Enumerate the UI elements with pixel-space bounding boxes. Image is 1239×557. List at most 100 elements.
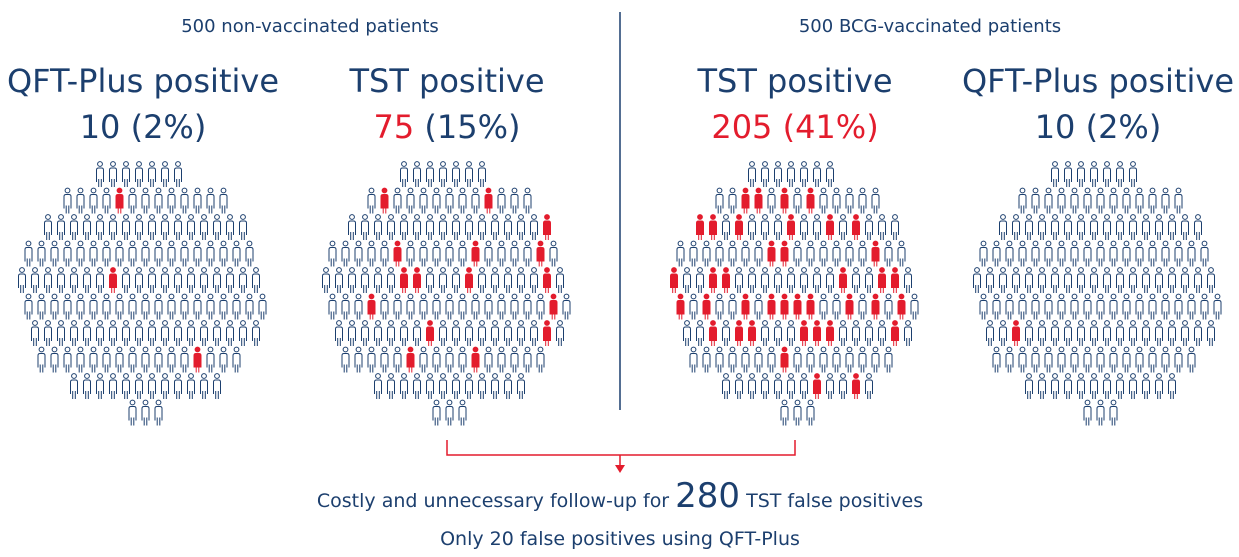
body	[348, 326, 356, 346]
person-icon	[1090, 267, 1098, 293]
body	[406, 194, 415, 214]
body	[393, 353, 402, 373]
person-icon	[367, 187, 376, 214]
person-icon	[1057, 187, 1066, 214]
head	[342, 346, 349, 353]
head	[1071, 293, 1078, 300]
head	[703, 346, 710, 353]
body	[148, 379, 156, 399]
person-icon	[702, 240, 711, 267]
head	[1123, 187, 1130, 194]
person-icon	[187, 267, 195, 293]
head	[207, 187, 214, 194]
person-icon	[180, 293, 189, 320]
person-icon	[148, 161, 156, 187]
person-icon	[735, 320, 743, 346]
head	[440, 373, 446, 379]
person-icon	[1148, 346, 1157, 373]
body	[96, 326, 104, 346]
person-icon	[1194, 320, 1202, 346]
body	[497, 247, 506, 267]
person-icon	[1161, 293, 1170, 320]
person-icon	[354, 346, 363, 373]
body	[1090, 379, 1098, 399]
head	[1110, 187, 1117, 194]
person-icon	[50, 346, 59, 373]
head	[1104, 320, 1110, 326]
body	[813, 379, 821, 399]
body	[871, 194, 880, 214]
body	[787, 273, 795, 293]
group-header: 500 BCG-vaccinated patients	[799, 16, 1061, 37]
person-icon	[543, 320, 551, 346]
body	[556, 326, 564, 346]
head	[1130, 373, 1136, 379]
person-icon	[154, 346, 163, 373]
person-icon	[884, 293, 893, 320]
person-icon	[387, 373, 395, 399]
person-icon	[1194, 214, 1202, 240]
body	[767, 247, 776, 267]
body	[1012, 326, 1020, 346]
person-icon	[141, 293, 150, 320]
head	[755, 240, 762, 247]
person-icon	[400, 267, 408, 293]
body	[1129, 379, 1137, 399]
person-icon	[1077, 320, 1085, 346]
head	[214, 214, 220, 220]
person-icon	[213, 267, 221, 293]
head	[149, 373, 155, 379]
head	[820, 187, 827, 194]
body	[709, 273, 717, 293]
body	[793, 406, 802, 426]
body	[696, 220, 704, 240]
body	[219, 300, 228, 320]
head	[980, 293, 987, 300]
head	[175, 320, 181, 326]
person-icon	[335, 267, 343, 293]
body	[696, 273, 704, 293]
person-icon	[865, 214, 873, 240]
head	[781, 187, 788, 194]
head	[872, 346, 879, 353]
person-icon	[135, 214, 143, 240]
body	[1142, 220, 1150, 240]
body	[715, 247, 724, 267]
person-icon	[1070, 187, 1079, 214]
person-icon	[174, 214, 182, 240]
body	[141, 353, 150, 373]
person-icon	[1213, 293, 1222, 320]
head	[188, 373, 194, 379]
body	[70, 379, 78, 399]
head	[531, 320, 537, 326]
head	[1195, 320, 1201, 326]
person-icon	[832, 293, 841, 320]
person-icon	[471, 187, 480, 214]
person-icon	[400, 214, 408, 240]
person-icon	[1025, 373, 1033, 399]
person-icon	[439, 214, 447, 240]
person-icon	[774, 267, 782, 293]
body	[380, 247, 389, 267]
person-icon	[206, 293, 215, 320]
body	[187, 273, 195, 293]
body	[1038, 220, 1046, 240]
person-icon	[439, 267, 447, 293]
head	[1143, 320, 1149, 326]
person-icon	[845, 346, 854, 373]
person-icon	[154, 399, 163, 426]
body	[1012, 220, 1020, 240]
person-icon	[96, 267, 104, 293]
head	[388, 267, 394, 273]
person-icon	[387, 320, 395, 346]
body	[826, 220, 834, 240]
person-icon	[806, 399, 815, 426]
person-icon	[445, 293, 454, 320]
head	[342, 293, 349, 300]
body	[102, 247, 111, 267]
person-icon	[187, 320, 195, 346]
head	[479, 214, 485, 220]
person-icon	[670, 267, 678, 293]
body	[999, 326, 1007, 346]
head	[1156, 214, 1162, 220]
